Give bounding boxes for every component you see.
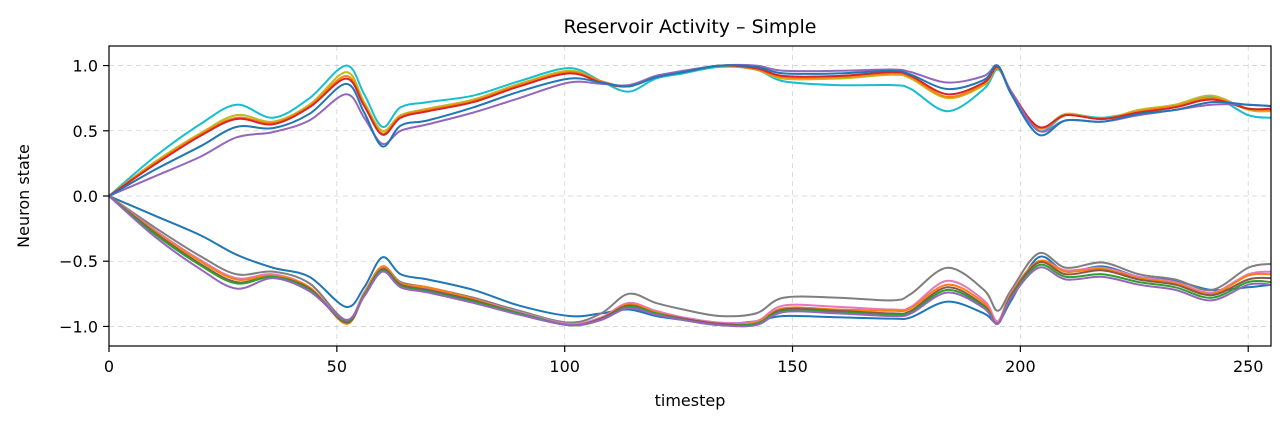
- chart-title: Reservoir Activity – Simple: [564, 16, 817, 38]
- series-line-6: [109, 64, 1271, 197]
- x-tick-label: 100: [549, 357, 580, 376]
- y-tick-label: 1.0: [73, 57, 98, 76]
- series-line-13: [109, 195, 1271, 328]
- series-line-9: [109, 195, 1271, 325]
- x-tick-label: 250: [1233, 357, 1264, 376]
- x-tick-label: 50: [327, 357, 347, 376]
- axis-ticks: 0 50 100 150 200 250 1.0 0.5 0.0 −0.5 −1.0: [59, 57, 1263, 376]
- series-line-8: [109, 195, 1271, 324]
- x-axis-label: timestep: [655, 391, 726, 410]
- y-tick-label: −1.0: [59, 317, 98, 336]
- x-tick-label: 150: [777, 357, 808, 376]
- x-tick-label: 0: [104, 357, 114, 376]
- series-line-10: [109, 195, 1271, 327]
- y-tick-label: 0.5: [73, 122, 98, 141]
- y-tick-label: −0.5: [59, 252, 98, 271]
- grid: [108, 46, 1271, 346]
- series-line-7: [109, 195, 1271, 325]
- series-lines: [109, 63, 1271, 328]
- x-tick-label: 200: [1005, 357, 1036, 376]
- y-tick-label: 0.0: [73, 187, 98, 206]
- series-line-11: [109, 195, 1271, 327]
- y-axis-label: Neuron state: [14, 144, 33, 248]
